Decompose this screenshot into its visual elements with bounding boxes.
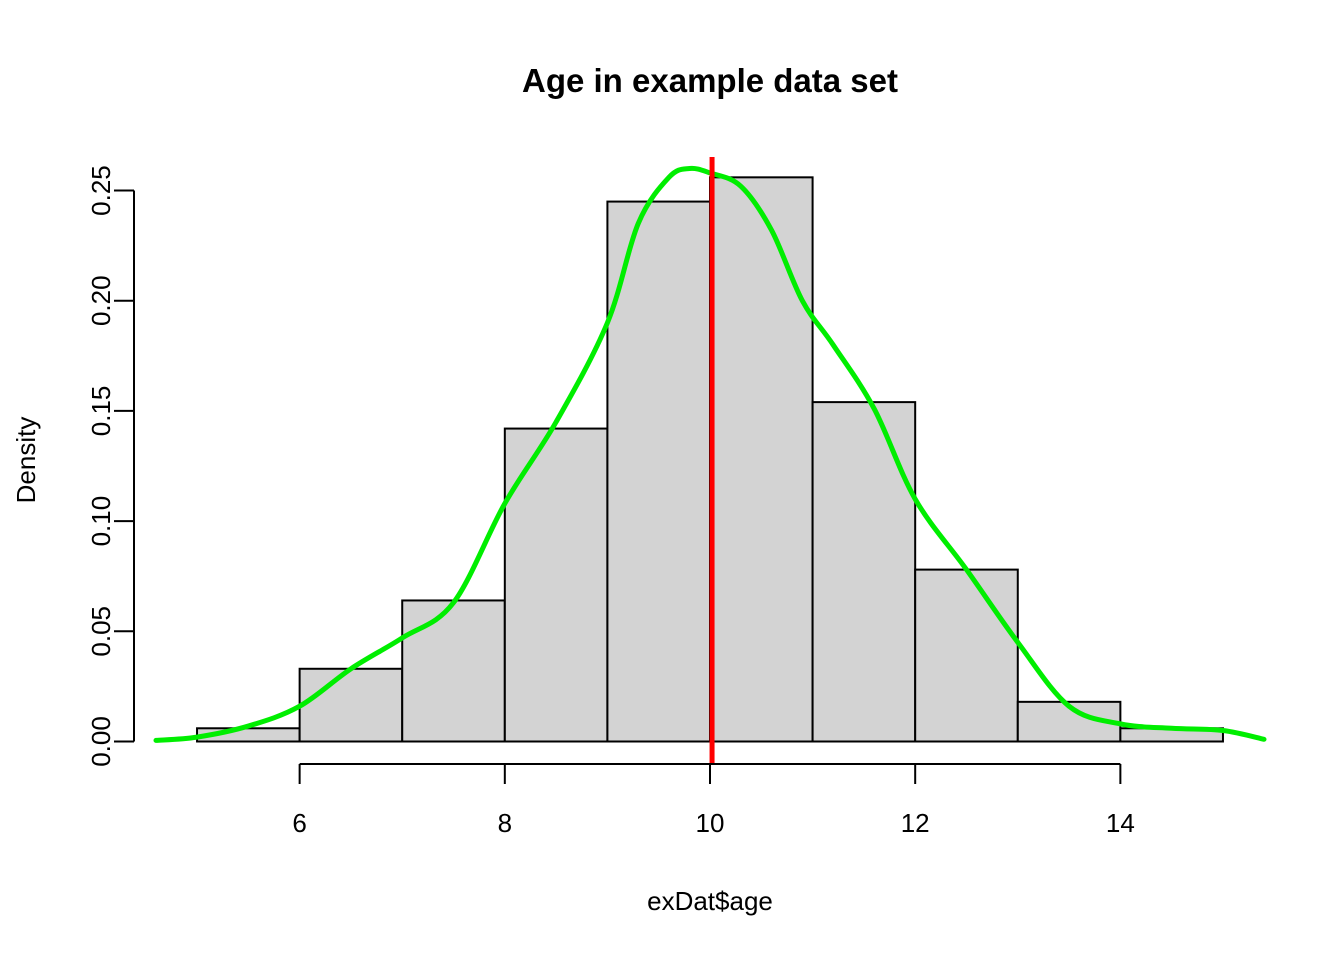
y-tick-label-0: 0.00 <box>86 716 116 767</box>
y-tick-label-2: 0.10 <box>86 496 116 547</box>
histogram-bar-2 <box>401 599 506 743</box>
x-tick-label-1: 8 <box>498 808 512 838</box>
histogram-bar-6 <box>811 401 917 743</box>
y-axis-label: Density <box>11 417 41 504</box>
x-axis: 6 8 10 12 14 <box>292 763 1135 838</box>
y-tick-label-5: 0.25 <box>86 165 116 216</box>
x-tick-label-3: 12 <box>901 808 930 838</box>
histogram-bar-5 <box>709 176 814 743</box>
y-tick-label-1: 0.05 <box>86 606 116 657</box>
x-tick-label-2: 10 <box>696 808 725 838</box>
y-tick-label-4: 0.20 <box>86 275 116 326</box>
histogram-bar-1 <box>298 667 404 743</box>
histogram-bar-3 <box>503 427 609 743</box>
histogram-bars <box>196 176 1224 743</box>
histogram-bar-4 <box>606 200 711 743</box>
x-tick-label-0: 6 <box>292 808 306 838</box>
histogram-bar-7 <box>914 568 1019 743</box>
x-axis-label: exDat$age <box>647 886 773 916</box>
x-tick-label-4: 14 <box>1106 808 1135 838</box>
y-tick-label-3: 0.15 <box>86 386 116 437</box>
y-axis: 0.00 0.05 0.10 0.15 0.20 0.25 <box>86 165 135 767</box>
chart-title: Age in example data set <box>522 62 898 99</box>
